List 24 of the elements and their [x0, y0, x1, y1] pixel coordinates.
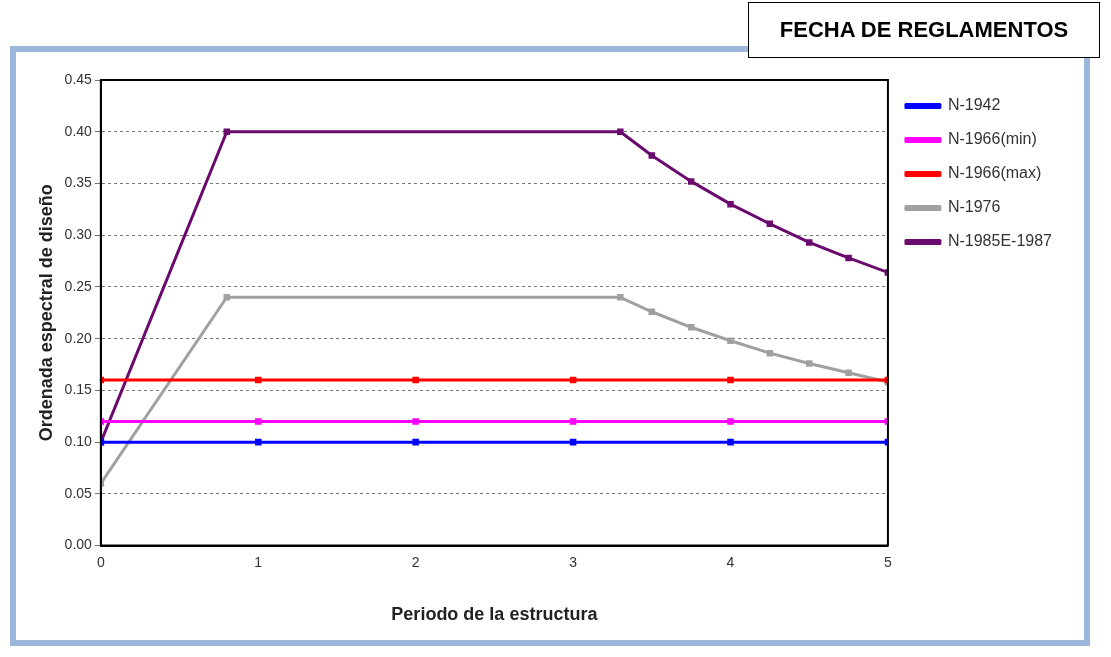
- x-axis-title: Periodo de la estructura: [391, 604, 599, 625]
- x-tick-label: 4: [726, 553, 735, 570]
- y-tick-label: 0.05: [64, 484, 93, 501]
- legend-label: N-1976: [947, 198, 1001, 216]
- x-tick-label: 2: [411, 553, 420, 570]
- y-tick-label: 0.15: [64, 381, 93, 398]
- legend-label: N-1942: [947, 96, 1001, 114]
- x-tick-label: 1: [254, 553, 263, 570]
- legend-label: N-1966(min): [947, 130, 1037, 148]
- y-tick-label: 0.10: [64, 432, 93, 449]
- legend-label: N-1985E-1987: [947, 232, 1053, 250]
- x-tick-label: 3: [569, 553, 578, 570]
- y-tick-label: 0.00: [64, 536, 93, 553]
- x-tick-label: 0: [96, 553, 105, 570]
- y-tick-label: 0.35: [64, 174, 93, 191]
- y-tick-label: 0.25: [64, 277, 93, 294]
- y-tick-label: 0.40: [64, 122, 93, 139]
- y-tick-label: 0.30: [64, 226, 93, 243]
- y-axis-title: Ordenada espectral de diseño: [35, 184, 56, 442]
- y-tick-label: 0.45: [64, 70, 93, 87]
- y-tick-label: 0.20: [64, 329, 93, 346]
- legend-label: N-1966(max): [947, 164, 1042, 182]
- x-tick-label: 5: [884, 553, 893, 570]
- chart-title: FECHA DE REGLAMENTOS: [748, 2, 1100, 58]
